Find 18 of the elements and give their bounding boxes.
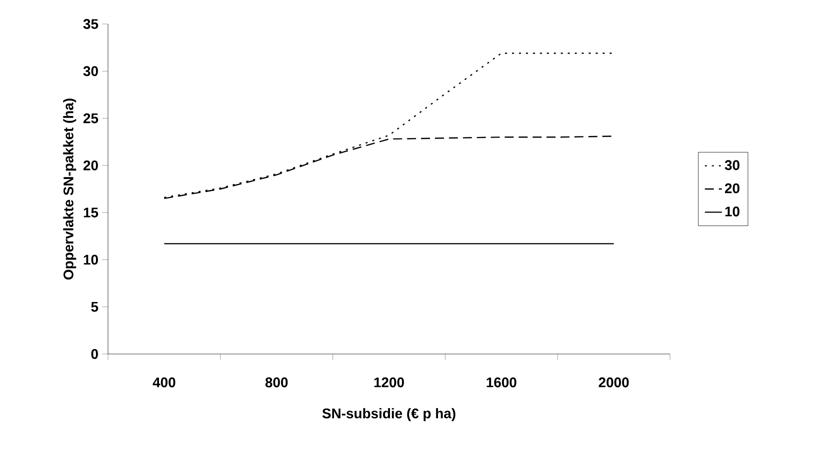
x-tick-label: 800: [265, 377, 288, 388]
y-tick-label: 25: [83, 113, 98, 124]
legend-label: 30: [724, 160, 740, 170]
y-tick-label: 15: [84, 208, 98, 218]
y-tick-label: 10: [84, 254, 98, 265]
legend-label: 10: [725, 206, 740, 216]
y-tick-label: 30: [83, 66, 98, 76]
y-tick-label: 35: [83, 19, 98, 29]
x-tick-label: 1600: [486, 377, 516, 388]
x-axis-title: SN-subsidie (€ p ha): [322, 408, 456, 422]
x-tick-label: 2000: [598, 377, 629, 388]
y-tick-label: 5: [91, 302, 98, 312]
y-tick-label: 20: [83, 160, 98, 170]
x-tick-label: 400: [152, 377, 176, 388]
legend-label: 20: [724, 183, 740, 194]
y-axis-title: Oppervlakte SN-pakket (ha): [63, 98, 76, 280]
y-tick-label: 0: [91, 349, 98, 359]
x-tick-label: 1200: [374, 377, 404, 388]
